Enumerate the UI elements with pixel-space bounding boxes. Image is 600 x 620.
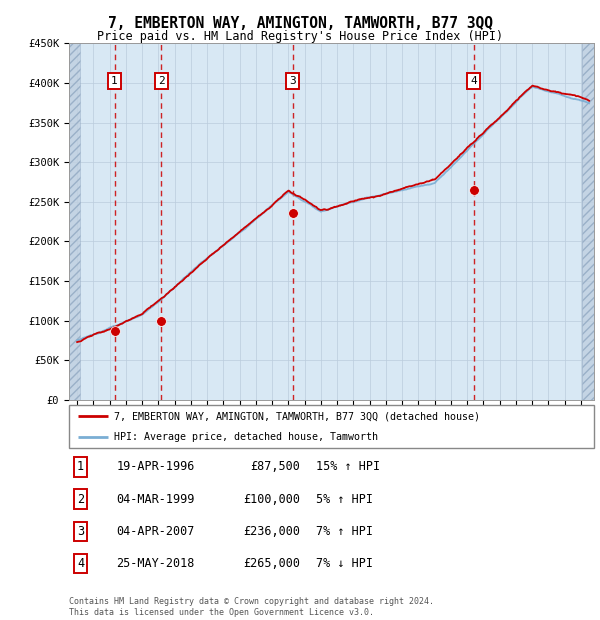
Text: 4: 4	[470, 76, 477, 86]
Text: £265,000: £265,000	[243, 557, 300, 570]
Text: 7, EMBERTON WAY, AMINGTON, TAMWORTH, B77 3QQ: 7, EMBERTON WAY, AMINGTON, TAMWORTH, B77…	[107, 16, 493, 31]
Text: 2: 2	[77, 493, 84, 505]
Text: 2: 2	[158, 76, 164, 86]
Text: 1: 1	[111, 76, 118, 86]
Text: 25-MAY-2018: 25-MAY-2018	[116, 557, 194, 570]
Text: £87,500: £87,500	[250, 461, 300, 473]
Text: 3: 3	[77, 525, 84, 538]
Bar	[582, 43, 594, 400]
Text: 7, EMBERTON WAY, AMINGTON, TAMWORTH, B77 3QQ (detached house): 7, EMBERTON WAY, AMINGTON, TAMWORTH, B77…	[113, 412, 479, 422]
Text: 7% ↑ HPI: 7% ↑ HPI	[316, 525, 373, 538]
Text: 3: 3	[289, 76, 296, 86]
Text: 04-MAR-1999: 04-MAR-1999	[116, 493, 194, 505]
Text: 1: 1	[77, 461, 84, 473]
Text: £100,000: £100,000	[243, 493, 300, 505]
Bar	[69, 43, 80, 400]
Text: 19-APR-1996: 19-APR-1996	[116, 461, 194, 473]
Text: 04-APR-2007: 04-APR-2007	[116, 525, 194, 538]
Text: Price paid vs. HM Land Registry's House Price Index (HPI): Price paid vs. HM Land Registry's House …	[97, 30, 503, 43]
Bar	[582, 43, 594, 400]
Text: £236,000: £236,000	[243, 525, 300, 538]
Text: Contains HM Land Registry data © Crown copyright and database right 2024.
This d: Contains HM Land Registry data © Crown c…	[69, 598, 434, 617]
Text: 15% ↑ HPI: 15% ↑ HPI	[316, 461, 380, 473]
Bar	[69, 43, 80, 400]
Text: 7% ↓ HPI: 7% ↓ HPI	[316, 557, 373, 570]
Text: HPI: Average price, detached house, Tamworth: HPI: Average price, detached house, Tamw…	[113, 432, 377, 441]
Text: 4: 4	[77, 557, 84, 570]
Text: 5% ↑ HPI: 5% ↑ HPI	[316, 493, 373, 505]
